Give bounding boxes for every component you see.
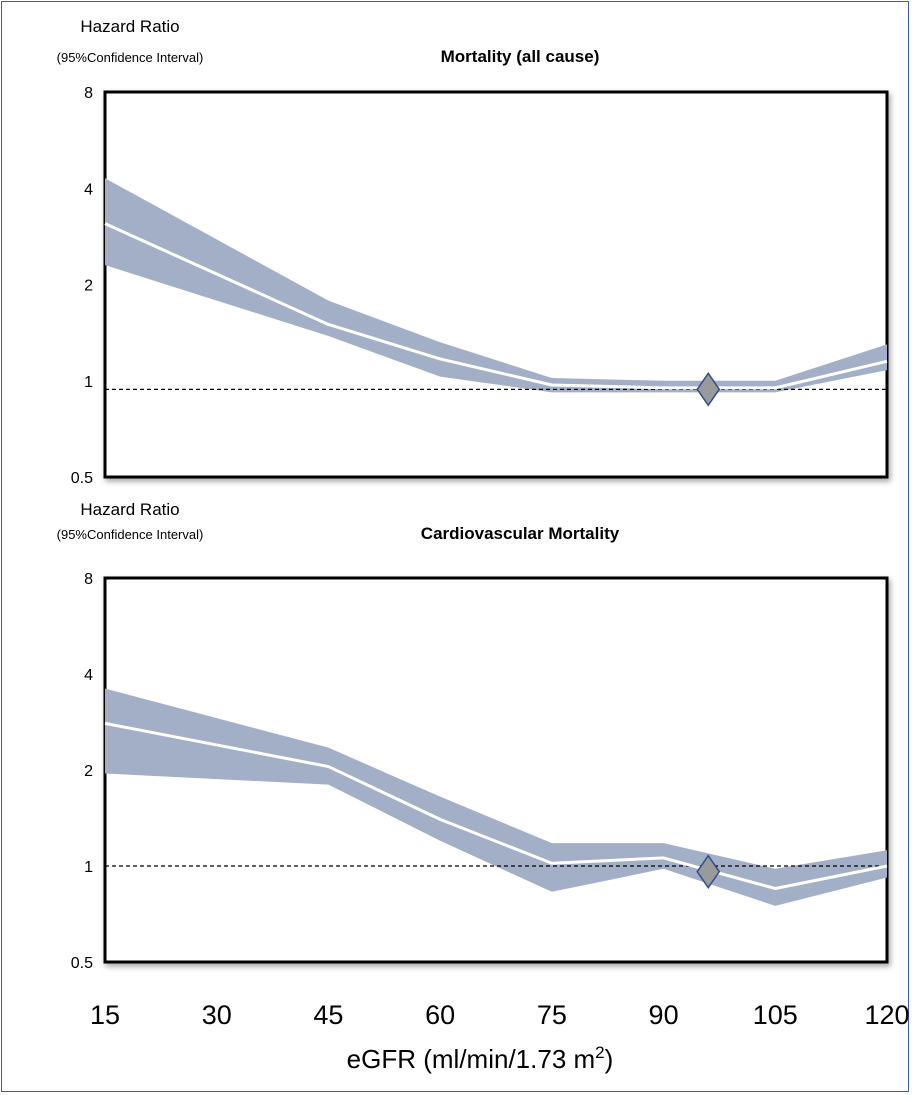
panel2-ylabel: Hazard Ratio (80, 500, 179, 519)
x-tick-label: 15 (90, 1000, 120, 1030)
panel2-y-tick-label: 4 (84, 667, 93, 684)
panel2-ylabel-sub: (95%Confidence Interval) (57, 527, 204, 542)
panel2-ci-band (105, 688, 887, 906)
x-tick-label: 120 (864, 1000, 909, 1030)
x-axis-title-end: ) (605, 1044, 614, 1074)
panel2-y-tick-label: 8 (84, 571, 93, 588)
panel2-reference-marker (696, 854, 721, 889)
panel1-ci-band (105, 178, 887, 393)
x-tick-label: 45 (313, 1000, 343, 1030)
panel1-estimate-line (104, 222, 888, 390)
panel2-y-tick-label: 1 (84, 859, 93, 876)
x-tick-label: 30 (202, 1000, 232, 1030)
panel1-title: Mortality (all cause) (441, 47, 600, 66)
x-axis-title: eGFR (ml/min/1.73 m2) (347, 1043, 614, 1074)
panel1-y-tick-label: 0.5 (71, 470, 93, 487)
panel1-y-tick-label: 2 (84, 278, 93, 295)
panel1-ylabel: Hazard Ratio (80, 17, 179, 36)
x-axis-title-main: eGFR (ml/min/1.73 m (347, 1044, 596, 1074)
panel1-y-tick-label: 8 (84, 85, 93, 102)
panel2-y-tick-label: 2 (84, 763, 93, 780)
x-tick-label: 90 (649, 1000, 679, 1030)
panel2-title: Cardiovascular Mortality (421, 524, 620, 543)
panel1-reference-marker (696, 372, 721, 407)
panel-1: 0.5 1 2 4 8 (71, 85, 889, 487)
x-tick-label: 105 (753, 1000, 798, 1030)
panel1-y-tick-label: 1 (84, 374, 93, 391)
panel2-y-tick-label: 0.5 (71, 955, 93, 972)
x-tick-label: 75 (537, 1000, 567, 1030)
panel-2: 0.5 1 2 4 8 (71, 571, 889, 972)
panel1-y-tick-label: 4 (84, 181, 93, 198)
panel2-estimate-line (104, 721, 888, 891)
panel1-ylabel-sub: (95%Confidence Interval) (57, 50, 204, 65)
x-axis-title-sup: 2 (595, 1043, 604, 1062)
x-tick-label: 60 (425, 1000, 455, 1030)
